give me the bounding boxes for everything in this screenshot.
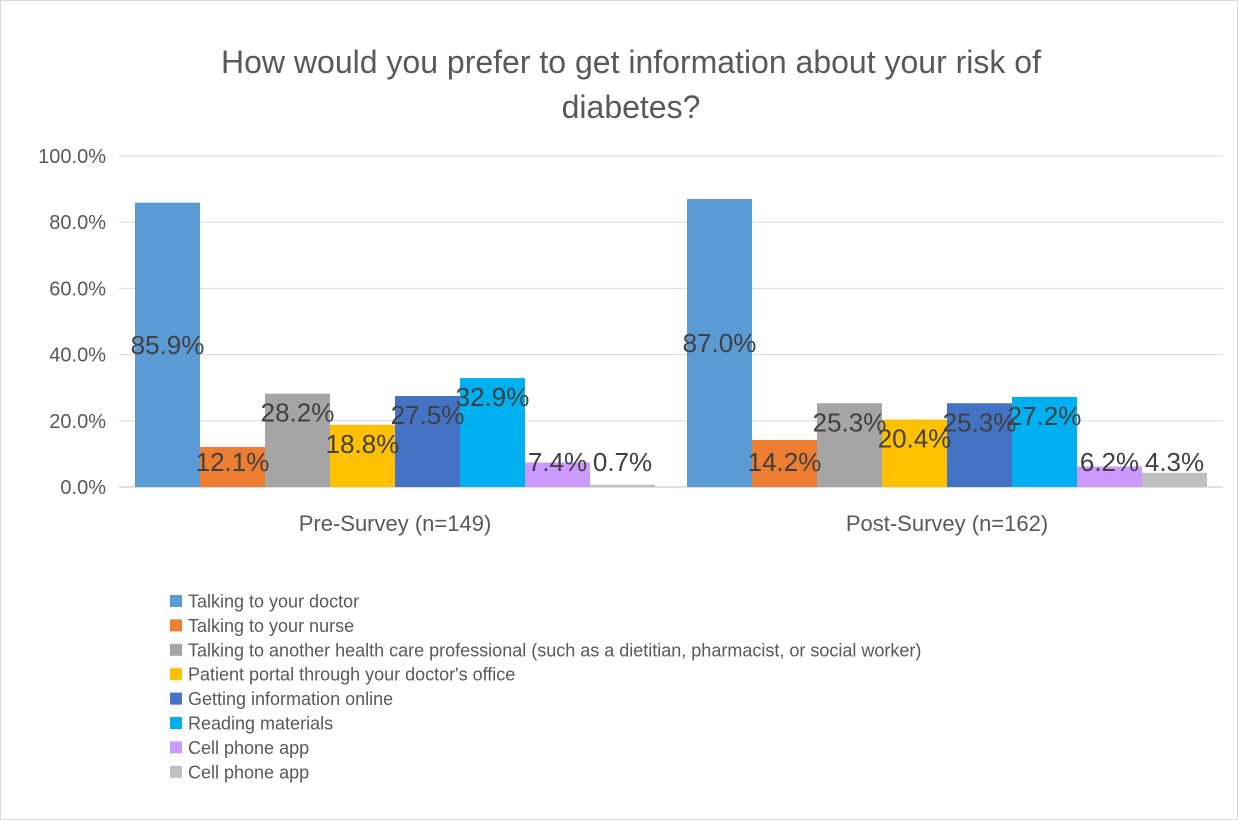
chart-title-line-2: diabetes? (562, 89, 701, 125)
bar (947, 403, 1012, 487)
data-label: 14.2% (748, 447, 822, 477)
legend-swatch (170, 692, 182, 705)
data-label: 12.1% (196, 447, 270, 477)
data-label: 28.2% (261, 398, 335, 428)
legend-swatch (170, 668, 182, 681)
y-tick-label: 60.0% (49, 278, 106, 300)
y-tick-label: 0.0% (60, 477, 106, 499)
legend-swatch (170, 619, 182, 632)
data-label: 6.2% (1080, 447, 1139, 477)
legend-label: Talking to your doctor (188, 592, 359, 612)
data-label: 18.8% (326, 429, 400, 459)
data-label: 87.0% (683, 328, 757, 358)
bar (265, 393, 330, 487)
bar (590, 484, 655, 487)
data-label: 4.3% (1145, 447, 1204, 477)
y-tick-label: 100.0% (38, 146, 106, 168)
legend: Talking to your doctor Talking to your nu… (170, 592, 921, 782)
data-label: 0.7% (593, 447, 652, 477)
legend-label: Getting information online (188, 689, 393, 709)
bar (135, 202, 200, 487)
legend-swatch (170, 717, 182, 729)
bar (687, 199, 752, 487)
bar (525, 462, 590, 487)
legend-label: Talking to another health care professio… (188, 640, 921, 660)
x-axis-categories: Pre-Survey (n=149) Post-Survey (n=162) (299, 511, 1048, 536)
y-tick-label: 80.0% (49, 212, 106, 234)
bar (1012, 396, 1077, 487)
bar (460, 378, 525, 487)
legend-swatch (170, 741, 182, 754)
data-label: 25.3% (943, 407, 1017, 437)
data-label: 25.3% (813, 407, 887, 437)
data-label: 20.4% (878, 423, 952, 453)
chart-title-line-1: How would you prefer to get information … (221, 44, 1041, 80)
legend-label: Cell phone app (188, 762, 309, 782)
data-labels: 85.9% 12.1% 28.2%18.8%27.5%32.9% 7.4% 0.7% 87… (131, 328, 1205, 477)
bar (882, 419, 947, 487)
y-tick-label: 20.0% (49, 411, 106, 433)
data-label: 27.5% (391, 400, 465, 430)
data-label: 27.2% (1008, 401, 1082, 431)
y-axis-ticks: 0.0% 20.0% 40.0% 60.0% 80.0% 100.0% (38, 146, 106, 499)
legend-label: Cell phone app (188, 738, 309, 758)
legend-label: Reading materials (188, 714, 333, 734)
data-label: 32.9% (456, 382, 530, 412)
bar (1077, 466, 1142, 487)
bar (1142, 472, 1207, 487)
legend-label: Patient portal through your doctor's off… (188, 665, 515, 685)
legend-swatch (170, 765, 182, 778)
x-category-label: Pre-Survey (n=149) (299, 511, 492, 536)
legend-swatch (170, 595, 182, 607)
bar (330, 424, 395, 487)
data-label: 85.9% (131, 330, 205, 360)
bar (817, 403, 882, 487)
bar (200, 446, 265, 487)
legend-label: Talking to your nurse (188, 616, 354, 636)
bar (395, 395, 460, 487)
bars (135, 199, 1207, 487)
bar (752, 439, 817, 487)
legend-swatch (170, 643, 182, 656)
data-label: 7.4% (528, 447, 587, 477)
y-tick-label: 40.0% (49, 345, 106, 367)
x-category-label: Post-Survey (n=162) (846, 511, 1048, 536)
